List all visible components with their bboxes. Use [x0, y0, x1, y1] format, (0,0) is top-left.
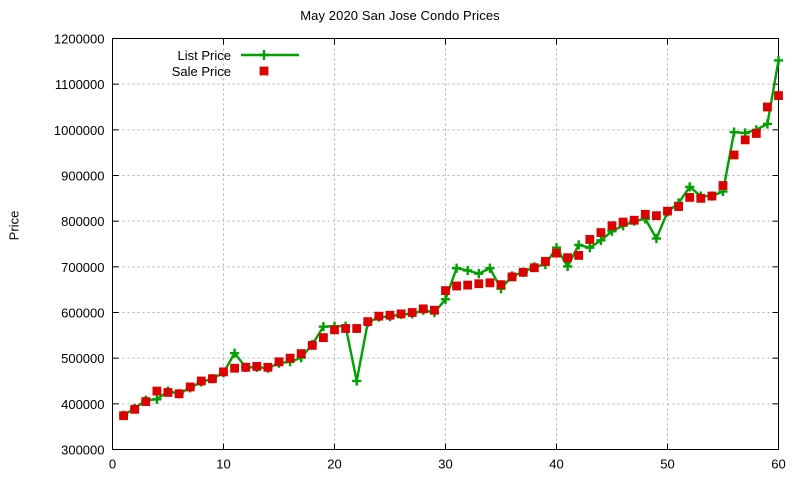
series-list-price [119, 55, 784, 420]
y-axis-ticks: 300000 400000 500000 600000 700000 800000 9000… [54, 32, 779, 458]
svg-text:1000000: 1000000 [54, 123, 105, 138]
svg-text:Sale Price: Sale Price [172, 64, 231, 79]
svg-text:300000: 300000 [61, 443, 104, 458]
svg-text:900000: 900000 [61, 169, 104, 184]
svg-text:0: 0 [109, 457, 116, 472]
svg-text:20: 20 [327, 457, 341, 472]
svg-text:50: 50 [660, 457, 674, 472]
svg-text:800000: 800000 [61, 214, 104, 229]
plot-border [112, 38, 779, 450]
svg-text:1100000: 1100000 [55, 77, 105, 92]
svg-text:60: 60 [771, 457, 785, 472]
svg-text:400000: 400000 [61, 397, 104, 412]
svg-text:10: 10 [216, 457, 230, 472]
svg-text:1200000: 1200000 [54, 32, 105, 47]
svg-text:40: 40 [549, 457, 563, 472]
chart-title: May 2020 San Jose Condo Prices [300, 8, 500, 23]
svg-text:30: 30 [438, 457, 452, 472]
svg-text:600000: 600000 [61, 306, 104, 321]
x-axis-ticks: 0 10 20 30 40 50 60 [109, 38, 786, 472]
svg-text:700000: 700000 [61, 260, 104, 275]
svg-text:List Price: List Price [178, 48, 231, 63]
series-sale-price [119, 91, 783, 421]
gridlines [112, 38, 779, 450]
svg-text:500000: 500000 [61, 351, 104, 366]
